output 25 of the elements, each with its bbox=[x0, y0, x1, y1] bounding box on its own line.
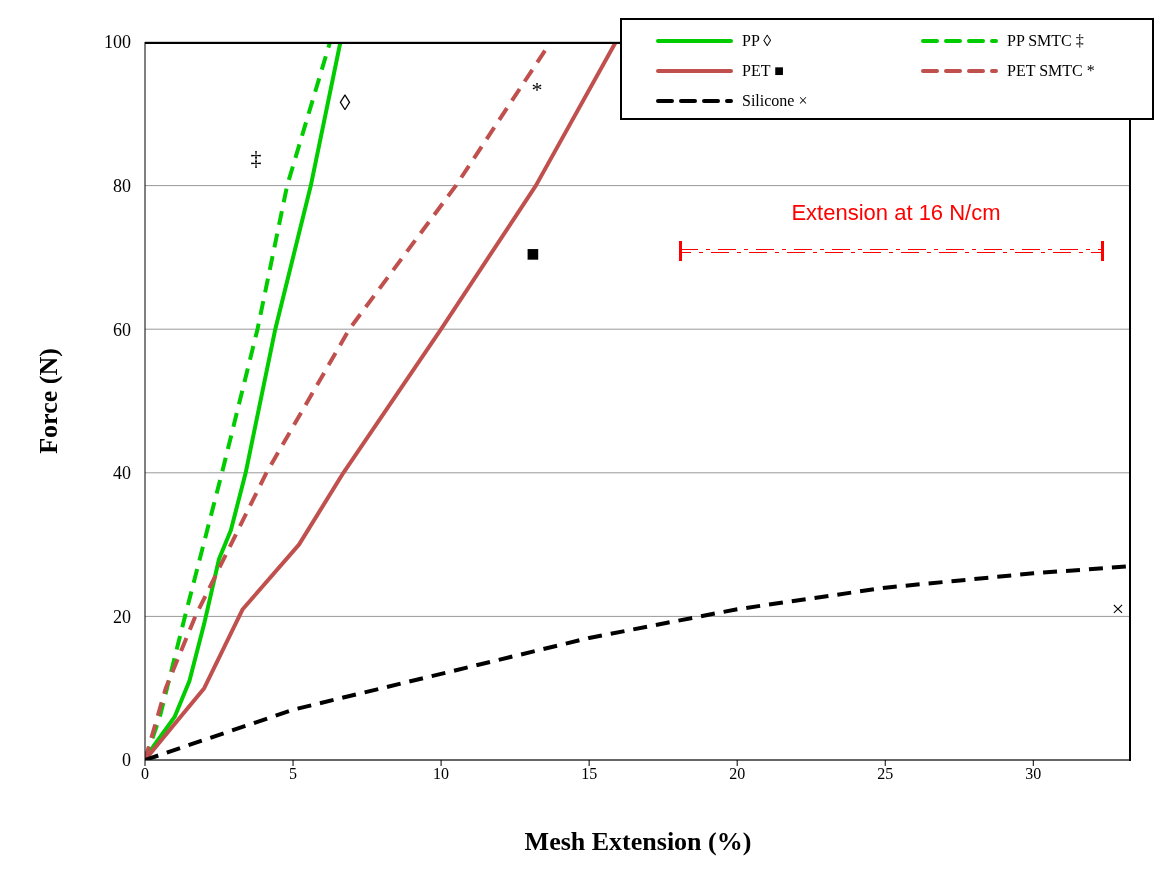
x-tick-label: 5 bbox=[289, 765, 298, 783]
y-tick-label: 100 bbox=[104, 32, 131, 53]
annotation: × bbox=[1110, 596, 1126, 621]
x-tick-label: 25 bbox=[877, 765, 894, 783]
y-tick-label: 60 bbox=[113, 319, 131, 340]
x-tick-label: 30 bbox=[1025, 765, 1042, 783]
x-tick-label: 20 bbox=[729, 765, 746, 783]
y-tick-label: 20 bbox=[113, 606, 131, 627]
x-tick-label: 10 bbox=[433, 765, 450, 783]
x-tick-label: 0 bbox=[141, 765, 149, 783]
x-tick-label: 15 bbox=[581, 765, 598, 783]
legend-label: PET SMTC * bbox=[1007, 62, 1095, 80]
x-axis-title: Mesh Extension (%) bbox=[524, 827, 752, 856]
y-tick-label: 40 bbox=[113, 463, 131, 484]
annotation: Extension at 16 N/cm bbox=[790, 200, 1002, 226]
annotation: ◊ bbox=[338, 90, 352, 115]
y-tick-label: 80 bbox=[113, 175, 131, 196]
legend-label: PP SMTC ‡ bbox=[1007, 32, 1084, 50]
annotation: * bbox=[530, 77, 544, 102]
annotation: ■ bbox=[525, 241, 541, 266]
legend-label: PP ◊ bbox=[742, 32, 772, 50]
y-axis-title: Force (N) bbox=[34, 348, 64, 454]
legend-label: Silicone × bbox=[742, 92, 808, 110]
annotation: ‡ bbox=[249, 145, 263, 170]
legend-label: PET ■ bbox=[742, 62, 784, 80]
